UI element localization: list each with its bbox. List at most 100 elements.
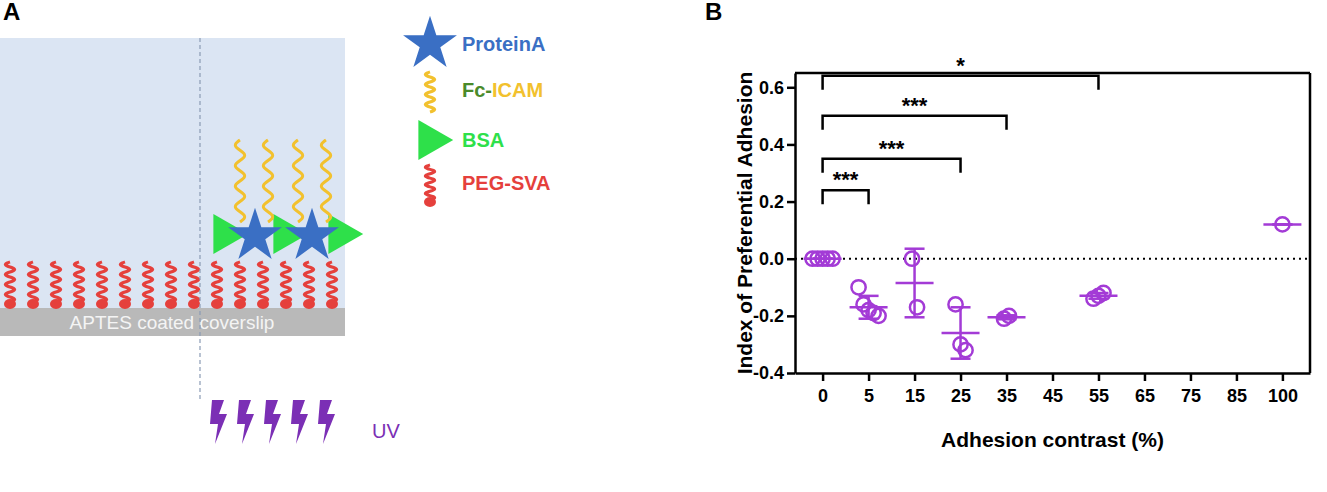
legend-label: BSA	[462, 129, 504, 151]
medium	[0, 38, 345, 310]
x-axis: 051525354555657585100	[796, 373, 1311, 406]
x-tick-mark	[1282, 373, 1285, 381]
peg-anchor	[96, 299, 108, 309]
peg-anchor	[234, 299, 246, 309]
y-axis: -0.4-0.20.00.20.40.6	[753, 74, 796, 384]
x-tick-mark	[1236, 373, 1239, 381]
data-point	[851, 280, 865, 294]
x-tick-mark	[1006, 373, 1009, 381]
mean-line	[896, 282, 934, 285]
y-tick: 0.4	[759, 135, 795, 155]
x-tick: 15	[905, 373, 925, 406]
data-point	[871, 309, 885, 323]
legend-icon	[401, 110, 453, 160]
y-tick-label: -0.4	[753, 363, 784, 383]
panel-a: AAPTES coated coverslipUVProteinAFc-ICAM…	[0, 0, 551, 444]
panel-b: B-0.4-0.20.00.20.40.60515253545556575851…	[705, 0, 1311, 451]
x-tick-mark	[1190, 373, 1193, 381]
peg-anchor	[50, 299, 62, 309]
significance-label: ***	[879, 136, 905, 161]
x-tick: 85	[1227, 373, 1247, 406]
peg-anchor	[73, 299, 85, 309]
data-point	[910, 300, 924, 314]
significance-label: ***	[902, 93, 928, 118]
error-cap	[905, 316, 925, 319]
y-tick-mark	[787, 315, 795, 318]
peg-anchor	[4, 299, 16, 309]
peg-chain	[281, 262, 290, 302]
peg-chain	[166, 262, 175, 302]
x-tick: 5	[864, 373, 874, 406]
y-tick-label: -0.2	[753, 306, 784, 326]
y-tick: -0.4	[753, 363, 795, 383]
x-tick-label: 85	[1227, 386, 1247, 406]
error-cap	[905, 247, 925, 250]
peg-anchor	[257, 299, 269, 309]
y-tick-label: 0.0	[759, 249, 784, 269]
x-tick-mark	[914, 373, 917, 381]
significance-bracket	[823, 159, 961, 173]
peg-chain	[97, 262, 106, 302]
significance-bracket	[823, 116, 1007, 130]
peg-anchor	[326, 299, 338, 309]
y-axis-title: Index of Preferential Adhesion	[733, 72, 756, 375]
legend-icon	[424, 197, 436, 207]
y-tick-mark	[787, 372, 795, 375]
x-tick: 100	[1268, 373, 1298, 406]
legend-icon	[425, 165, 434, 200]
x-tick: 45	[1043, 373, 1063, 406]
legend-label-part: ICAM	[492, 79, 543, 101]
peg-chain	[143, 262, 152, 302]
x-tick: 35	[997, 373, 1017, 406]
x-axis-title: Adhesion contrast (%)	[941, 428, 1164, 451]
significance-label: *	[956, 53, 965, 78]
peg-chain	[304, 262, 313, 302]
peg-anchor	[280, 299, 292, 309]
uv-bolt	[210, 400, 227, 444]
x-tick-label: 55	[1089, 386, 1109, 406]
y-axis-line	[794, 74, 797, 374]
coverslip-label: APTES coated coverslip	[70, 312, 275, 333]
mean-line	[942, 332, 980, 335]
peg-chain	[258, 262, 267, 302]
panel-label: A	[3, 0, 20, 25]
data-point	[1096, 286, 1110, 300]
y-tick-mark	[787, 201, 795, 204]
data-point	[958, 343, 972, 357]
annotations: **********	[823, 53, 1099, 204]
x-tick-mark	[822, 373, 825, 381]
peg-anchor	[142, 299, 154, 309]
x-tick: 25	[951, 373, 971, 406]
diagram-legend: ProteinAFc-ICAMBSAPEG-SVA	[401, 16, 551, 207]
significance-bracket	[823, 190, 869, 204]
significance-bracket	[823, 76, 1099, 90]
x-tick-label: 65	[1135, 386, 1155, 406]
y-tick: 0.0	[759, 249, 795, 269]
data-point	[1275, 217, 1289, 231]
legend-label-part: Fc-	[462, 79, 492, 101]
x-tick-mark	[960, 373, 963, 381]
peg-chain	[212, 262, 221, 302]
peg-anchor	[188, 299, 200, 309]
uv-bolt	[291, 400, 308, 444]
y-tick-label: 0.6	[759, 78, 784, 98]
uv-bolt	[264, 400, 281, 444]
peg-chain	[51, 262, 60, 302]
legend-label: ProteinA	[462, 33, 545, 55]
plot-marks	[795, 217, 1310, 358]
legend-icon	[403, 16, 457, 67]
x-tick-mark	[1052, 373, 1055, 381]
reference-line	[795, 258, 1310, 260]
data-point	[905, 252, 919, 266]
uv-bolt	[318, 400, 335, 444]
significance-label: ***	[833, 167, 859, 192]
x-tick-label: 100	[1268, 386, 1298, 406]
plot-frame	[795, 72, 1310, 75]
peg-anchor	[211, 299, 223, 309]
fc-icam	[235, 140, 244, 222]
peg-chain	[327, 262, 336, 302]
x-tick-label: 15	[905, 386, 925, 406]
x-tick-label: 45	[1043, 386, 1063, 406]
panel-label: B	[705, 0, 722, 25]
peg-layer	[4, 262, 338, 309]
